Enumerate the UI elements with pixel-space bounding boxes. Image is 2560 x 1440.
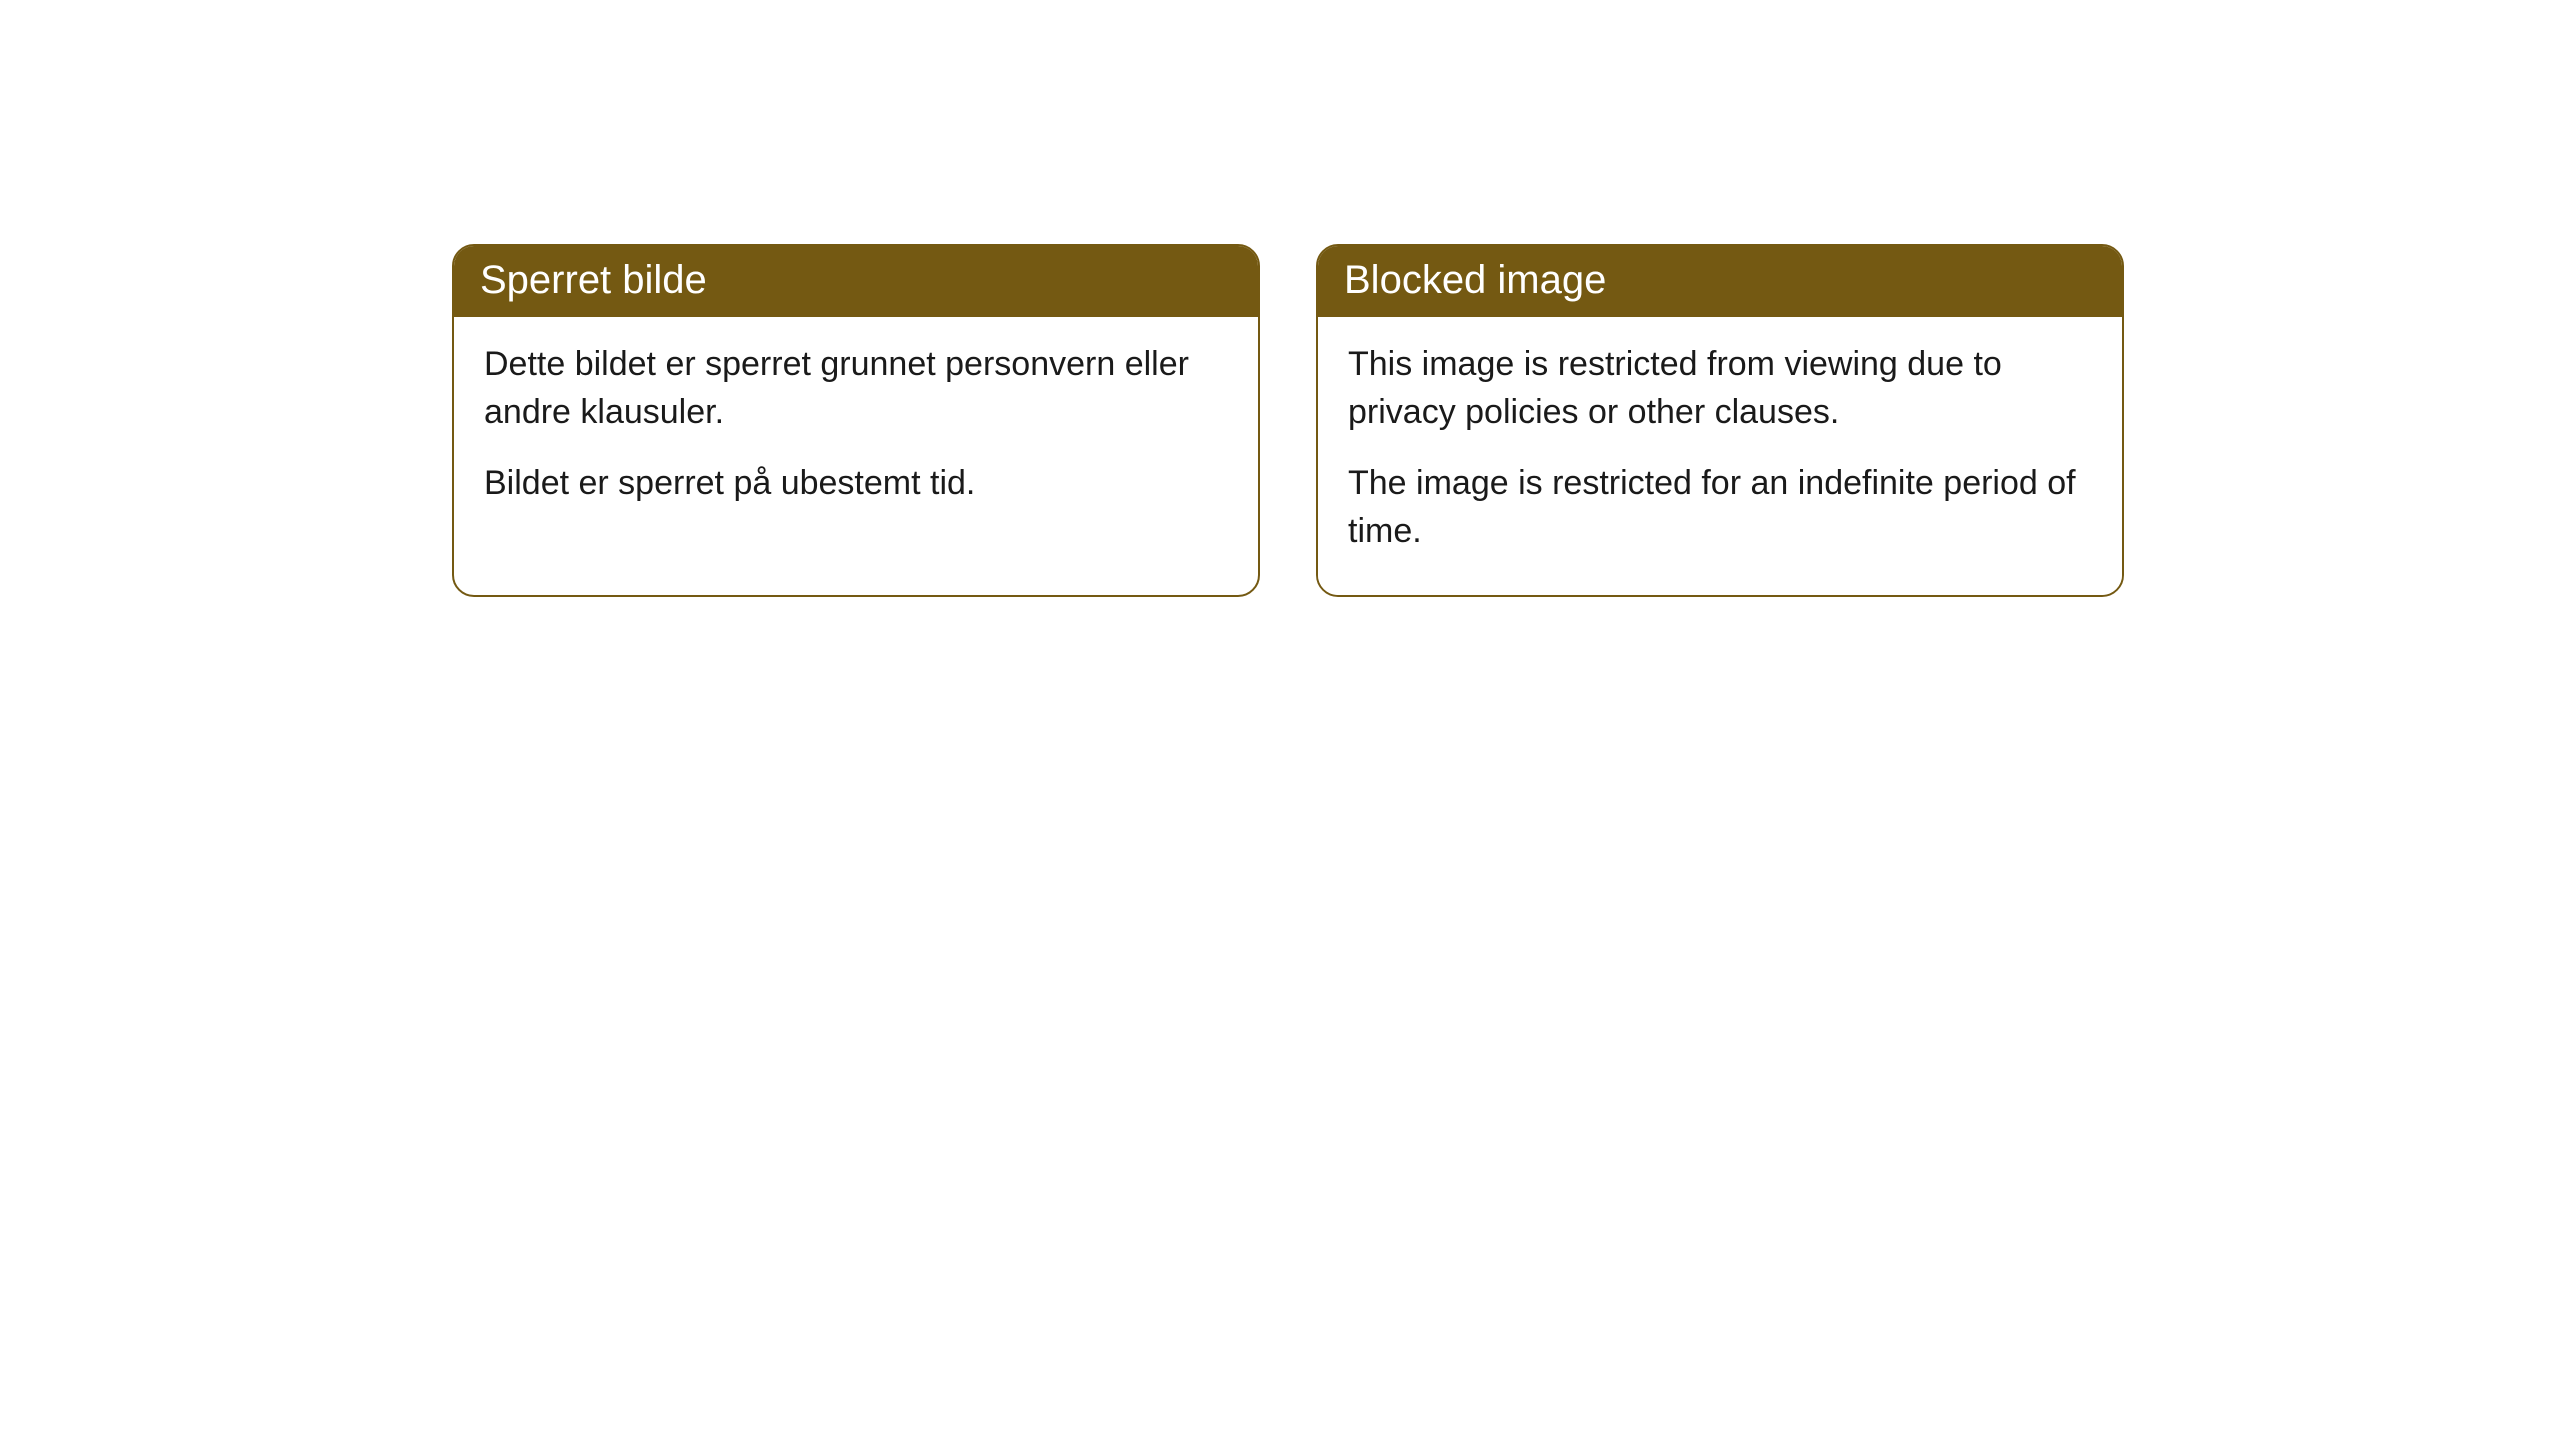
card-text-english-2: The image is restricted for an indefinit… — [1348, 460, 2092, 555]
card-text-english-1: This image is restricted from viewing du… — [1348, 341, 2092, 436]
card-text-norwegian-1: Dette bildet er sperret grunnet personve… — [484, 341, 1228, 436]
card-body-english: This image is restricted from viewing du… — [1318, 317, 2122, 595]
card-header-english: Blocked image — [1318, 246, 2122, 317]
card-header-norwegian: Sperret bilde — [454, 246, 1258, 317]
card-body-norwegian: Dette bildet er sperret grunnet personve… — [454, 317, 1258, 548]
cards-container: Sperret bilde Dette bildet er sperret gr… — [452, 244, 2124, 597]
card-english: Blocked image This image is restricted f… — [1316, 244, 2124, 597]
card-text-norwegian-2: Bildet er sperret på ubestemt tid. — [484, 460, 1228, 508]
card-norwegian: Sperret bilde Dette bildet er sperret gr… — [452, 244, 1260, 597]
